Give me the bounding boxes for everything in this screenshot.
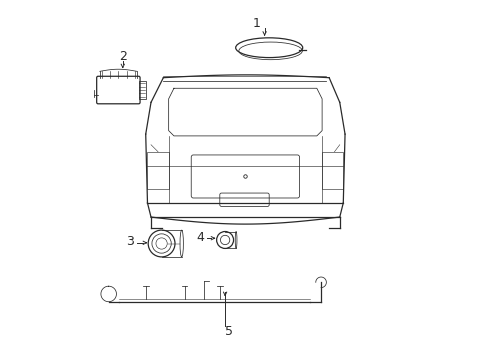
- Text: 1: 1: [252, 17, 260, 30]
- Text: 3: 3: [125, 235, 134, 248]
- Text: 2: 2: [119, 50, 126, 63]
- Bar: [139, 81, 146, 99]
- Text: 5: 5: [224, 325, 232, 338]
- Bar: [147, 152, 168, 189]
- Text: 4: 4: [196, 231, 204, 244]
- Bar: [322, 152, 343, 189]
